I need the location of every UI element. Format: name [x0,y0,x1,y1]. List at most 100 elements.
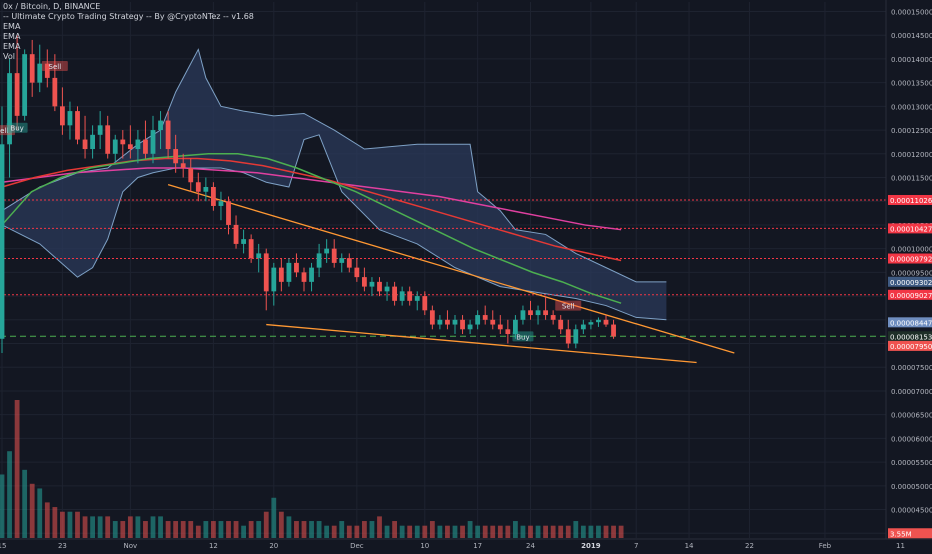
candle-body [497,324,503,330]
price-tick-label: 0.00013500 [891,80,932,88]
candle-body [558,319,564,330]
candle-body [150,130,156,154]
candle-body [226,201,231,225]
candle-body [331,248,337,263]
volume-bar [475,525,481,538]
volume-bar [37,488,43,538]
volume-bar [520,525,526,538]
level-badge [888,223,932,234]
volume-bar [82,516,88,538]
volume-bar [165,521,171,538]
volume-bar [294,521,299,538]
volume-bar [543,525,548,538]
price-tick-label: 0.00006500 [891,412,932,420]
candle-body [611,324,616,337]
time-tick-label: 14 [685,542,694,550]
volume-bar [452,525,458,538]
volume-bar [309,521,314,538]
candle-body [346,258,352,268]
indicator-ema-3[interactable]: EMA [3,42,21,51]
candle-body [301,272,307,282]
volume-bar [248,521,254,538]
strategy-title[interactable]: -- Ultimate Crypto Trading Strategy -- B… [3,12,254,21]
volume-bar [603,525,609,538]
candle-body [490,319,496,325]
candle-body [135,139,141,150]
signal-label: Sell [0,127,8,135]
time-axis[interactable]: 1523Nov1220Dec101724201971422Feb1119Mar [0,538,932,550]
price-badge [888,317,932,328]
volume-bar [316,521,322,538]
signal-badge [555,300,582,311]
price-tick-label: 0.00005500 [891,459,932,467]
candle-body [399,291,405,301]
time-tick-label: 10 [420,542,429,550]
candle-body [324,248,330,254]
candle-body [0,144,5,339]
price-axis[interactable]: 0.000040000.000045000.000050000.00005500… [885,0,932,550]
candle-body [603,319,609,325]
candle-body [505,329,511,335]
candle-body [452,319,458,325]
volume-bar [180,521,186,538]
candle-body [22,54,28,116]
time-tick-label: 22 [745,542,754,550]
ema-green-line [1,153,622,304]
candle-body [44,63,50,78]
volume-bar [135,516,141,538]
volume-bar [256,521,262,538]
candle-body [233,224,239,244]
price-tick-label: 0.00014000 [891,56,932,64]
price-tick-label: 0.00007000 [891,388,932,396]
volume-bar [482,525,488,538]
volume-bar [195,525,201,538]
volume-bar [67,511,73,538]
time-axis-bg [0,539,932,550]
candle-body [278,267,284,282]
volume-bar [437,525,443,538]
volume-bar [0,474,5,538]
volume-bar [211,521,216,538]
volume-bar [467,521,473,538]
volume-bar [271,497,277,538]
indicator-volume[interactable]: Vol [3,52,15,61]
volume-bar [535,525,541,538]
candle-body [384,286,390,292]
candle-body [482,315,488,320]
symbol-title[interactable]: 0x / Bitcoin, D, BINANCE [3,2,101,11]
candle-body [105,125,111,154]
volume-bar [105,516,111,538]
candle-body [369,281,375,287]
signal-label: Sell [562,303,575,311]
volume-bar [407,525,413,538]
indicator-ema-1[interactable]: EMA [3,22,21,31]
candle-body [143,139,148,154]
candle-body [29,54,35,83]
horizontal-levels [0,199,886,337]
candle-body [211,186,216,206]
volume-bar [618,525,624,538]
volume-bar [505,525,511,538]
level-badge-label: 0.00011026 [890,197,932,205]
candle-body [256,253,262,259]
price-badge-label: 0.00009302 [890,279,932,287]
level-badge [888,253,932,264]
candle-body [248,239,254,259]
volume-bar [90,516,95,538]
candle-body [218,201,224,206]
candle-body [535,310,541,316]
volume-bar [339,521,345,538]
indicator-ema-2[interactable]: EMA [3,32,21,41]
cloud-fill [2,49,667,320]
candle-body [354,267,360,278]
candle-body [513,319,518,335]
price-tick-label: 0.00014500 [891,32,932,40]
volume-bar [324,525,330,538]
time-tick-label: 15 [0,542,6,550]
volume-bar [611,525,616,538]
price-tick-label: 0.00012000 [891,151,932,159]
level-badge-label: 0.00009792 [890,256,932,264]
volume-bar [528,525,533,538]
